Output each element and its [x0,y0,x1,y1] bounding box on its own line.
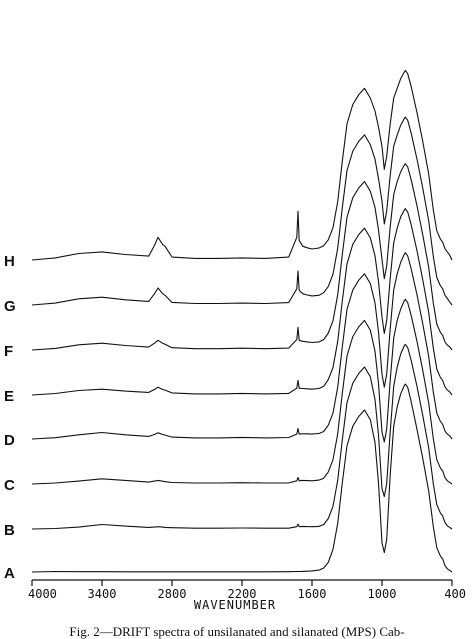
x-axis: 4000 3400 2800 2200 1600 1000 400 WAVENUMBER [28,579,466,612]
spectrum-label-c: C [4,477,15,494]
spectrum-label-d: D [4,432,15,449]
spectrum-label-a: A [4,565,15,582]
spectrum-label-g: G [4,298,16,315]
spectrum-label-f: F [4,343,13,360]
x-tick-label-1600: 1600 [298,587,327,601]
spectrum-trace-f [31,163,453,351]
x-axis-title: WAVENUMBER [194,598,276,612]
spectrum-trace-g [31,116,453,306]
figure-caption: Fig. 2—DRIFT spectra of unsilanated and … [69,624,405,639]
x-tick-label-4000: 4000 [28,587,57,601]
spectrum-trace-h [31,69,453,261]
spectrum-trace-a [31,383,453,573]
spectrum-label-e: E [4,388,14,405]
spectrum-trace-e [31,208,453,396]
spectrum-label-b: B [4,522,15,539]
spectrum-label-h: H [4,253,15,270]
spectrum-trace-d [31,252,453,440]
x-tick-label-3400: 3400 [88,587,117,601]
x-tick-label-1000: 1000 [368,587,397,601]
x-ticks: 4000 3400 2800 2200 1600 1000 400 [28,580,466,601]
x-tick-label-2200: 2200 [228,587,257,601]
spectrum-trace-b [31,343,453,530]
spectra-traces [31,69,453,573]
x-tick-label-2800: 2800 [158,587,187,601]
spectrum-trace-c [31,298,453,485]
x-tick-label-400: 400 [444,587,466,601]
series-labels: A B C D E F G H [4,253,16,582]
